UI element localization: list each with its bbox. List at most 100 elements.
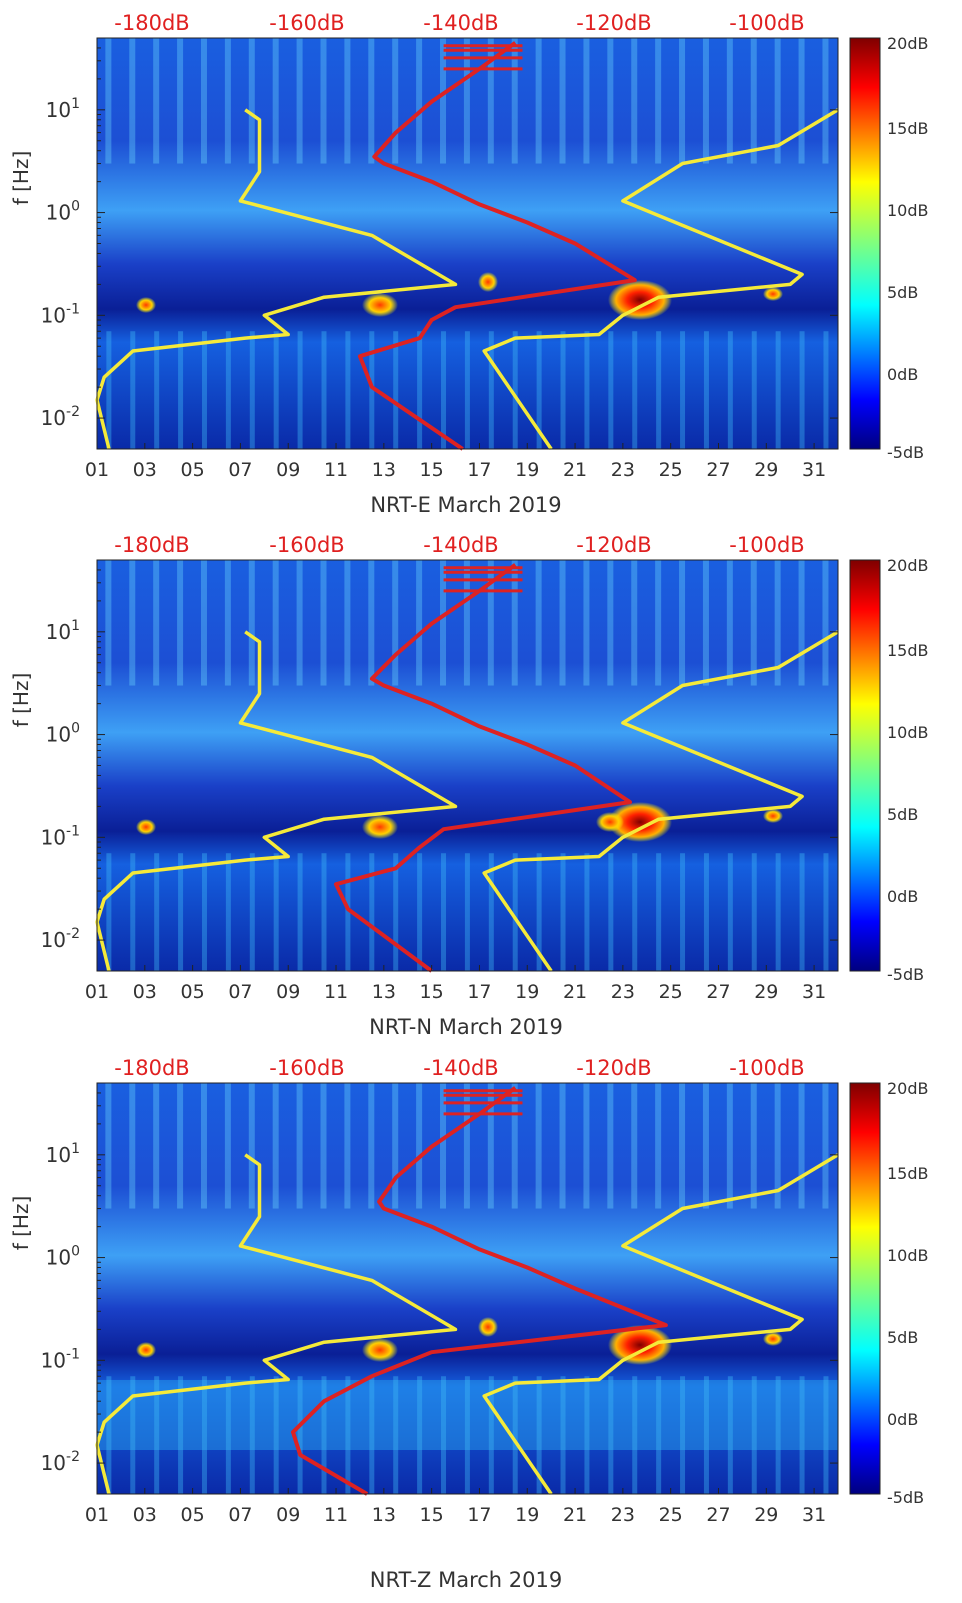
- day-stripe: [798, 560, 805, 686]
- y-tick-base: 10: [41, 303, 66, 327]
- day-stripe: [560, 1376, 566, 1494]
- day-stripe: [130, 853, 136, 971]
- colorbar-tick: 5dB: [887, 1328, 918, 1347]
- day-stripe: [750, 560, 757, 686]
- day-stripe: [106, 853, 112, 971]
- day-stripe: [679, 1083, 686, 1209]
- day-stripe: [799, 1376, 805, 1494]
- day-stripe: [297, 853, 303, 971]
- warm-spot-marker: [763, 287, 783, 301]
- day-stripe: [703, 1376, 709, 1494]
- day-stripe: [536, 331, 542, 449]
- colorbar-tick: 15dB: [887, 1164, 929, 1183]
- day-stripe: [392, 38, 399, 164]
- x-tick-label: 15: [420, 981, 444, 1003]
- x-axis-ticks: 01 03 05 07 09 11 13 15 17 19 21 23 25 27 29 31: [85, 1488, 826, 1526]
- x-tick-label: 09: [276, 459, 300, 481]
- y-tick-base: 10: [41, 1348, 66, 1372]
- day-stripe: [392, 1083, 399, 1209]
- y-tick-base: 10: [41, 825, 66, 849]
- x-tick-label: 31: [802, 981, 826, 1003]
- x-tick-label: 07: [228, 1504, 252, 1526]
- x-tick-label: 03: [133, 459, 157, 481]
- y-tick-base: 10: [41, 406, 66, 430]
- day-stripe: [679, 38, 686, 164]
- day-stripe: [798, 1083, 805, 1209]
- day-stripe: [296, 560, 303, 686]
- day-stripe: [584, 331, 590, 449]
- warm-spot-marker: [478, 272, 498, 292]
- day-stripe: [727, 331, 733, 449]
- noise-curves: [95, 563, 839, 973]
- colorbar-tick: 5dB: [887, 805, 918, 824]
- warm-spot-marker: [136, 819, 156, 835]
- day-stripe: [105, 1083, 112, 1209]
- y-tick-label: 101: [46, 1141, 80, 1167]
- top-axis-label: -100dB: [729, 533, 804, 557]
- x-tick-label: 27: [706, 1504, 730, 1526]
- day-stripe: [129, 38, 136, 164]
- day-stripe: [774, 1083, 781, 1209]
- yellow-low-noise-model: [95, 108, 458, 450]
- day-stripe: [535, 1083, 542, 1209]
- day-stripe: [464, 331, 470, 449]
- y-tick-exponent: -1: [66, 301, 80, 317]
- day-stripe: [463, 560, 470, 686]
- day-stripe: [273, 853, 279, 971]
- colorbar-tick: -5dB: [887, 443, 924, 462]
- y-tick-exponent: 1: [71, 618, 80, 634]
- x-tick-label: 25: [659, 459, 683, 481]
- day-stripe: [178, 1376, 184, 1494]
- day-stripe: [512, 331, 518, 449]
- day-stripe: [320, 38, 327, 164]
- day-stripe: [344, 1083, 351, 1209]
- y-tick-label: 10-2: [41, 926, 80, 952]
- colorbar-tick: 15dB: [887, 641, 929, 660]
- day-stripe: [487, 38, 494, 164]
- day-stripe: [177, 560, 184, 686]
- day-stripe: [440, 1083, 447, 1209]
- yellow-high-noise-model: [482, 1153, 839, 1495]
- top-axis-label: -180dB: [114, 533, 189, 557]
- x-tick-label: 09: [276, 1504, 300, 1526]
- top-axis-label: -140dB: [423, 1056, 498, 1080]
- day-stripe: [416, 560, 423, 686]
- daily-stripes: [105, 38, 829, 449]
- day-stripe: [702, 560, 709, 686]
- top-axis-label: -120dB: [576, 1056, 651, 1080]
- day-stripe: [130, 331, 136, 449]
- x-tick-label: 11: [324, 981, 348, 1003]
- day-stripe: [178, 331, 184, 449]
- colorbar-tick: 0dB: [887, 1410, 918, 1429]
- day-stripe: [512, 853, 518, 971]
- day-stripe: [679, 560, 686, 686]
- colorbar-tick: 20dB: [887, 556, 929, 575]
- day-stripe: [297, 331, 303, 449]
- yellow-high-noise-model: [482, 630, 839, 972]
- low-frequency-band: [97, 1380, 838, 1450]
- day-stripe: [487, 560, 494, 686]
- day-stripe: [726, 38, 733, 164]
- day-stripe: [680, 331, 686, 449]
- x-tick-label: 13: [372, 981, 396, 1003]
- plot-area: [95, 559, 839, 973]
- y-tick-base: 10: [46, 723, 71, 747]
- day-stripe: [464, 1376, 470, 1494]
- day-stripe: [584, 853, 590, 971]
- x-tick-label: 23: [611, 1504, 635, 1526]
- day-stripe: [511, 560, 518, 686]
- x-tick-label: 01: [85, 459, 109, 481]
- day-stripe: [655, 560, 662, 686]
- y-tick-base: 10: [41, 1451, 66, 1475]
- day-stripe: [822, 38, 829, 164]
- spectrogram-background: [97, 560, 838, 971]
- day-stripe: [822, 1083, 829, 1209]
- day-stripe: [631, 1083, 638, 1209]
- day-stripe: [607, 1083, 614, 1209]
- y-tick-exponent: -1: [66, 1346, 80, 1362]
- day-stripe: [726, 560, 733, 686]
- panel-nrt-e: -180dB -160dB -140dB -120dB -100dB 10110…: [9, 11, 929, 517]
- x-axis-ticks: 01 03 05 07 09 11 13 15 17 19 21 23 25 27 29 31: [85, 443, 826, 481]
- day-stripe: [823, 331, 829, 449]
